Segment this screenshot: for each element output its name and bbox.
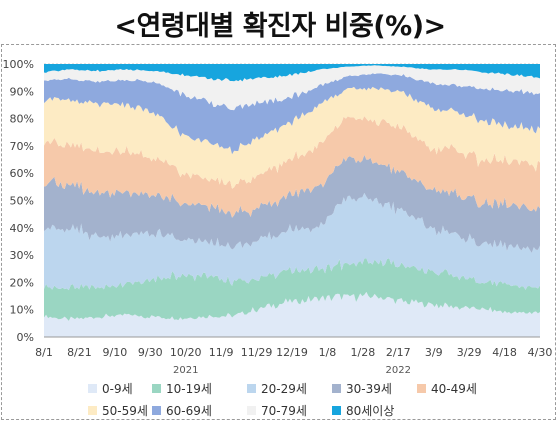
y-tick-label: 90% <box>10 85 34 98</box>
chart-frame <box>1 44 556 420</box>
legend-swatch <box>88 384 97 393</box>
y-tick-label: 30% <box>10 249 34 262</box>
area-series <box>44 192 540 291</box>
legend-swatch <box>152 384 161 393</box>
year-label: 2021 <box>173 365 198 376</box>
area-series <box>44 65 540 111</box>
legend-swatch <box>152 406 161 415</box>
x-tick-label: 1/8 <box>319 346 337 359</box>
axes: 0% 10% 20% 30% 40% 50% 60% 70% 80% 90% 100% 8/1 8/21… <box>3 58 553 376</box>
x-tick-label: 8/1 <box>35 346 53 359</box>
x-tick-label: 4/18 <box>492 346 517 359</box>
x-tick-label: 12/19 <box>276 346 308 359</box>
y-tick-label: 0% <box>17 331 34 344</box>
area-series <box>44 258 540 321</box>
legend-label: 20-29세 <box>261 382 307 396</box>
legend-label: 80세이상 <box>346 404 395 418</box>
x-tick-label: 11/29 <box>241 346 273 359</box>
legend-item: 10-19세 <box>152 380 212 397</box>
y-tick-label: 60% <box>10 167 34 180</box>
legend-label: 40-49세 <box>431 382 477 396</box>
x-tick-label: 10/20 <box>170 346 202 359</box>
legend-item: 0-9세 <box>88 380 133 397</box>
x-tick-label: 8/21 <box>67 346 92 359</box>
y-tick-label: 10% <box>10 304 34 317</box>
y-tick-label: 20% <box>10 276 34 289</box>
legend-label: 70-79세 <box>261 404 307 418</box>
legend-label: 30-39세 <box>346 382 392 396</box>
year-label: 2022 <box>386 365 411 376</box>
legend-item: 40-49세 <box>417 380 477 397</box>
y-tick-label: 50% <box>10 195 34 208</box>
series-areas <box>44 64 540 337</box>
legend-swatch <box>247 384 256 393</box>
area-series <box>44 154 540 253</box>
x-tick-label: 1/28 <box>351 346 376 359</box>
area-series <box>44 116 540 218</box>
y-tick-label: 70% <box>10 140 34 153</box>
legend-label: 50-59세 <box>102 404 148 418</box>
y-tick-label: 100% <box>3 58 34 71</box>
legend-swatch <box>332 406 341 415</box>
legend-label: 60-69세 <box>166 404 212 418</box>
legend-item: 30-39세 <box>332 380 392 397</box>
legend-label: 0-9세 <box>102 382 133 396</box>
x-tick-label: 4/30 <box>528 346 553 359</box>
legend-swatch <box>247 406 256 415</box>
area-series <box>44 73 540 155</box>
x-tick-label: 11/9 <box>209 346 234 359</box>
legend-swatch <box>88 406 97 415</box>
legend-item: 60-69세 <box>152 402 212 419</box>
x-tick-label: 3/29 <box>457 346 482 359</box>
legend-item: 50-59세 <box>88 402 148 419</box>
x-tick-label: 2/17 <box>386 346 411 359</box>
chart-title: <연령대별 확진자 비중(%)> <box>114 11 446 42</box>
legend-swatch <box>417 384 426 393</box>
y-tick-label: 40% <box>10 222 34 235</box>
x-tick-label: 9/10 <box>103 346 128 359</box>
legend-swatch <box>332 384 341 393</box>
x-tick-label: 3/9 <box>425 346 443 359</box>
legend-item: 80세이상 <box>332 402 394 419</box>
legend-label: 10-19세 <box>166 382 212 396</box>
legend-item: 70-79세 <box>247 402 307 419</box>
area-series <box>44 291 540 337</box>
area-series <box>44 86 540 189</box>
y-tick-label: 80% <box>10 113 34 126</box>
area-series <box>44 64 540 82</box>
legend-item: 20-29세 <box>247 380 307 397</box>
x-tick-label: 9/30 <box>138 346 163 359</box>
